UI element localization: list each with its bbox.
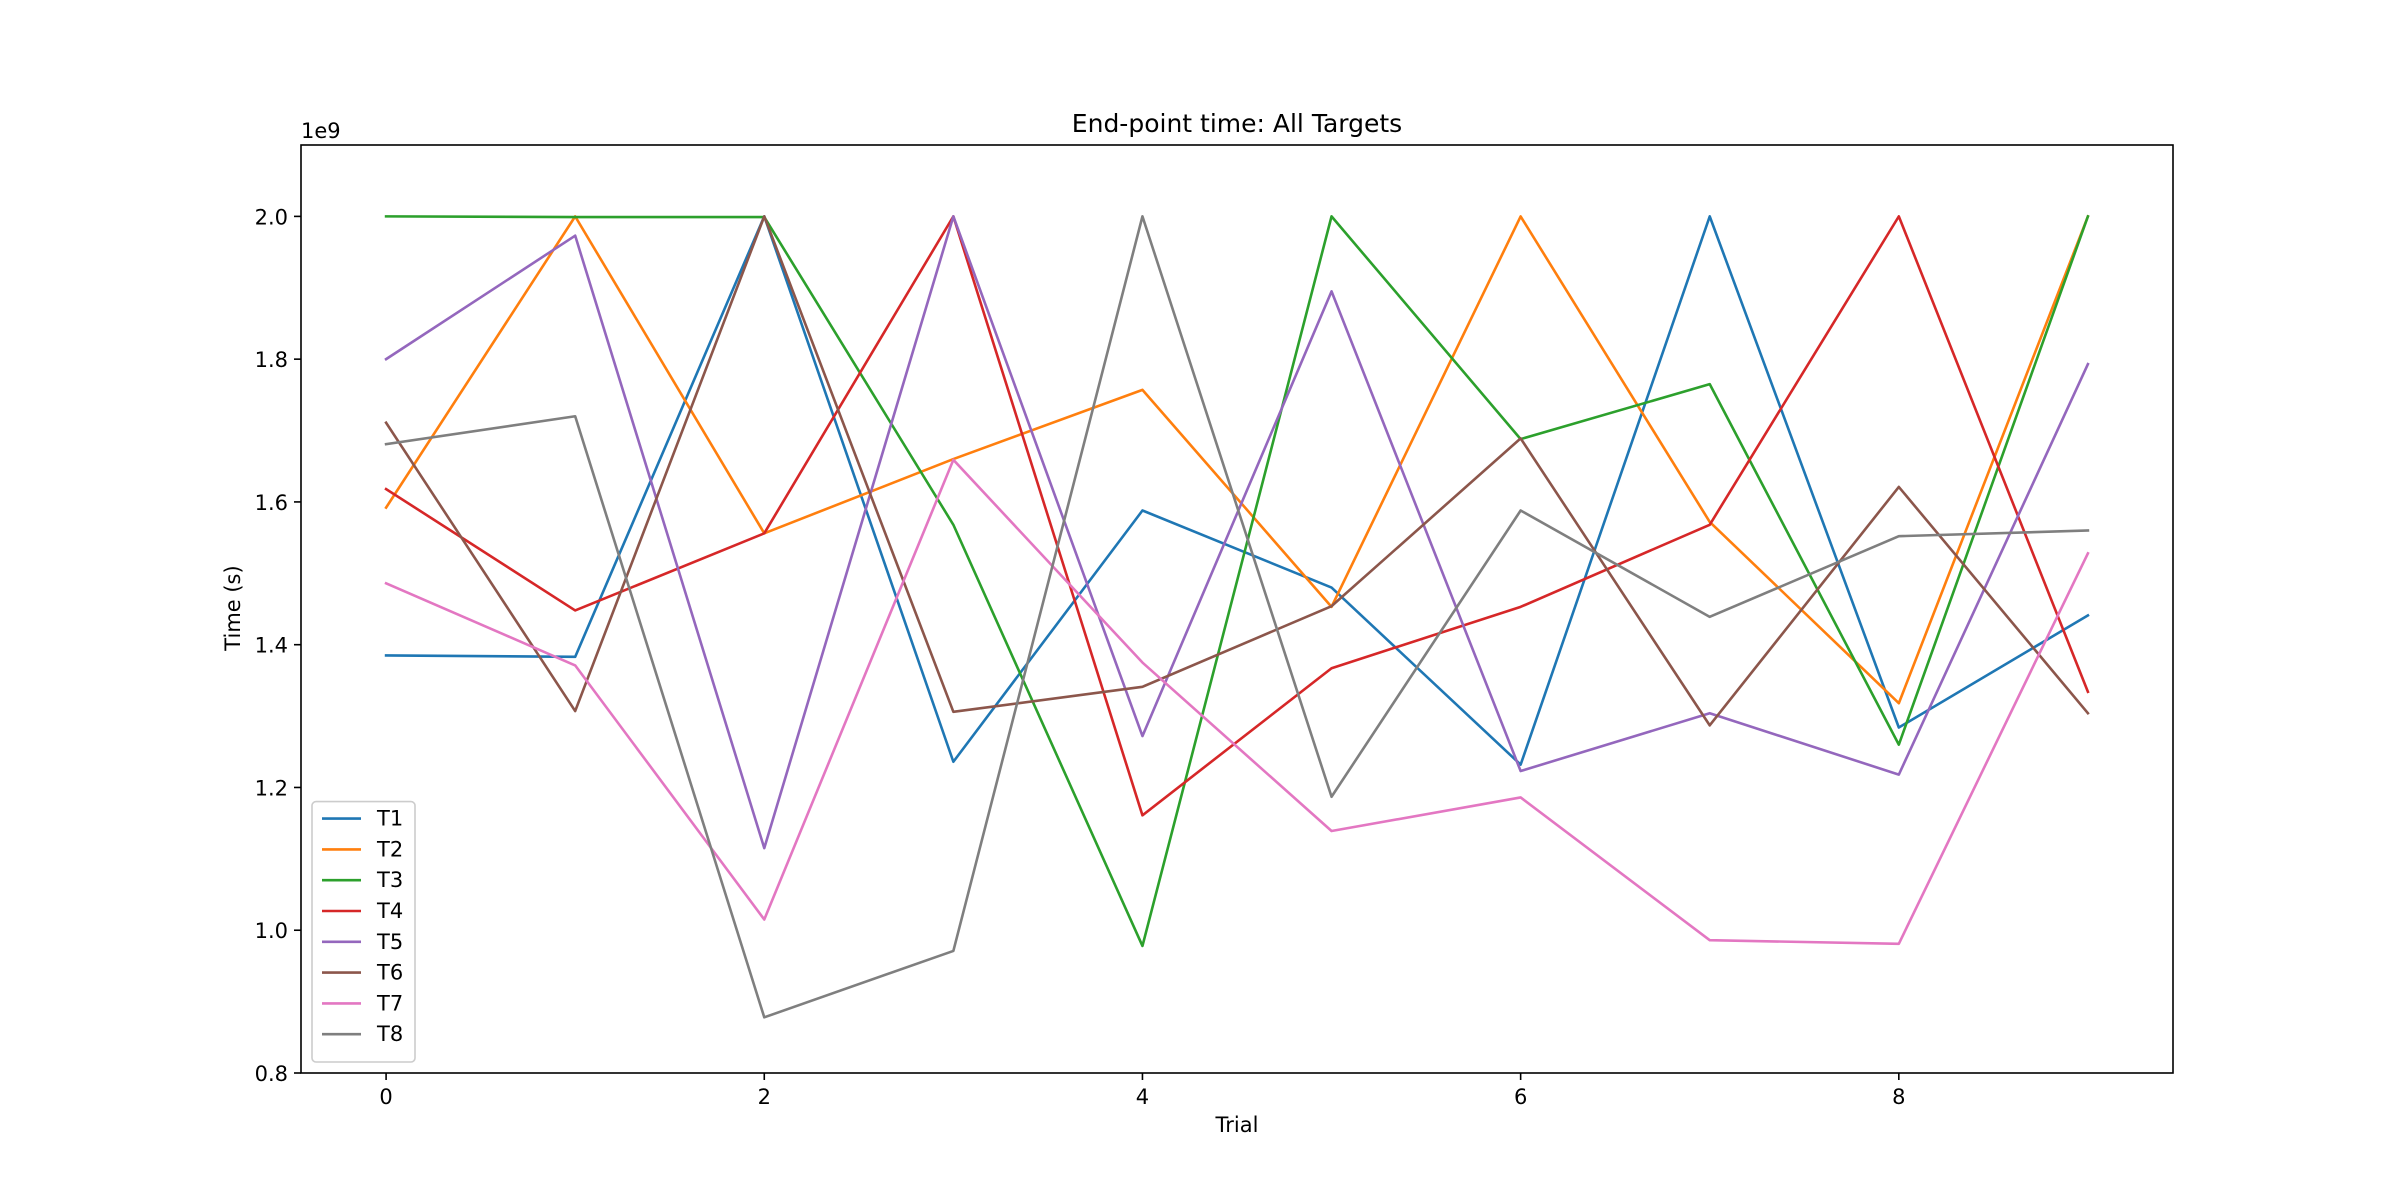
legend-box xyxy=(311,800,416,1063)
legend-label: T3 xyxy=(376,868,403,892)
y-axis-label: Time (s) xyxy=(221,565,245,651)
y-tick-label: 0.8 xyxy=(255,1062,288,1086)
legend-label: T5 xyxy=(376,930,403,954)
series-line-t4 xyxy=(384,215,2090,817)
y-tick-label: 1.2 xyxy=(255,776,288,800)
plot-area: 0 2 4 6 8 0.8 1.0 1.2 1.4 1.6 1.8 2.0 xyxy=(255,144,2174,1109)
series-line-t6 xyxy=(384,215,2090,727)
legend-label: T2 xyxy=(376,837,403,861)
legend-label: T7 xyxy=(376,991,403,1015)
legend-label: T4 xyxy=(376,899,403,923)
chart-title: End-point time: All Targets xyxy=(1072,109,1402,138)
y-tick-label: 1.4 xyxy=(255,634,288,658)
x-axis-label: Trial xyxy=(1215,1113,1259,1137)
y-scale-label: 1e9 xyxy=(301,119,341,143)
series-line-t8 xyxy=(384,215,2090,1019)
x-tick-label: 4 xyxy=(1136,1085,1149,1109)
legend-label: T8 xyxy=(376,1022,403,1046)
x-tick-label: 2 xyxy=(758,1085,771,1109)
series-line-t2 xyxy=(384,214,2090,705)
series-line-t7 xyxy=(384,458,2090,946)
y-tick-label: 1.0 xyxy=(255,919,288,943)
axes-frame xyxy=(300,144,2174,1074)
series-line-t5 xyxy=(384,215,2090,850)
legend-label: T6 xyxy=(376,961,403,985)
y-tick-label: 2.0 xyxy=(255,205,288,229)
series-line-t1 xyxy=(384,215,2090,766)
x-tick-label: 6 xyxy=(1514,1085,1527,1109)
y-tick-label: 1.8 xyxy=(255,348,288,372)
series-line-t3 xyxy=(384,214,2090,948)
legend-label: T1 xyxy=(376,807,403,831)
x-tick-label: 8 xyxy=(1892,1085,1905,1109)
x-tick-label: 0 xyxy=(379,1085,392,1109)
legend: T1 T2 T3 T4 T5 T6 T7 T8 xyxy=(311,800,416,1063)
y-tick-label: 1.6 xyxy=(255,491,288,515)
